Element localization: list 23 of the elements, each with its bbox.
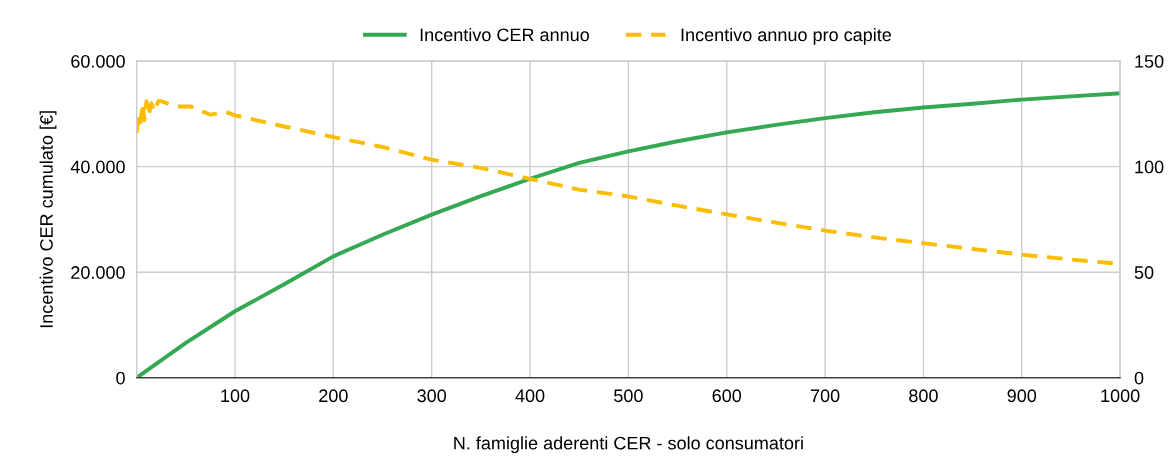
x-tick-label: 200 <box>319 389 348 403</box>
y-tick-label: 60.000 <box>71 54 125 68</box>
y-tick-label: 0 <box>116 371 125 385</box>
legend-label: Incentivo CER annuo <box>420 27 589 42</box>
x-tick-label: 100 <box>221 389 250 403</box>
y-axis-title: Incentivo CER cumulato [€] <box>39 111 57 328</box>
legend-label: Incentivo annuo pro capite <box>681 27 892 45</box>
y-tick-label: 20.000 <box>71 266 125 279</box>
y-tick-label: 40.000 <box>70 160 125 174</box>
x-tick-label: 900 <box>1007 389 1037 403</box>
x-tick-label: 800 <box>909 389 938 403</box>
x-tick-label: 500 <box>614 389 643 403</box>
y2-tick-label: 0 <box>1134 371 1144 385</box>
x-tick-label: 300 <box>417 389 447 403</box>
x-tick-label: 700 <box>810 389 840 403</box>
y2-tick-label: 100 <box>1135 160 1164 174</box>
line-series <box>136 91 1121 378</box>
x-axis-title: N. famiglie aderenti CER - solo consumatori <box>454 436 803 454</box>
x-tick-label: 1000 <box>1101 389 1140 403</box>
x-tick-label: 600 <box>712 389 742 403</box>
y2-tick-label: 50 <box>1134 266 1154 279</box>
y2-tick-label: 150 <box>1135 54 1164 68</box>
x-tick-label: 400 <box>515 389 545 403</box>
